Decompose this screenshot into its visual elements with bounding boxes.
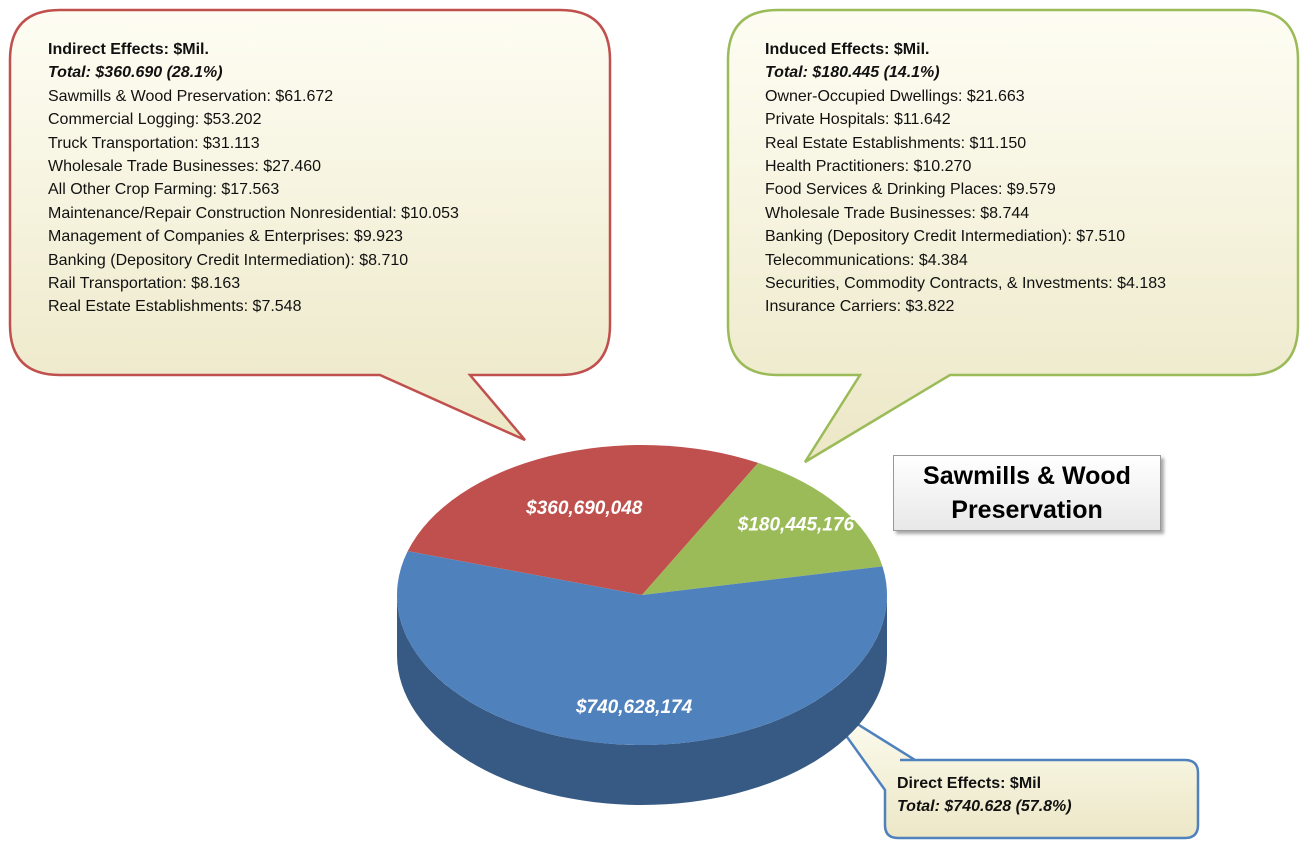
callout-item: Rail Transportation: $8.163 (48, 275, 241, 293)
callout-heading: Induced Effects: $Mil. (765, 41, 930, 58)
pie: $360,690,048 $180,445,176 $740,628,174 (396, 444, 887, 805)
callout-text: Indirect Effects: $Mil. Total: $360.690 (… (48, 38, 459, 319)
callout-item: Private Hospitals: $11.642 (765, 111, 951, 129)
callout-item: Securities, Commodity Contracts, & Inves… (765, 275, 1167, 293)
callout-item: Wholesale Trade Businesses: $27.460 (48, 158, 322, 176)
callout-item: All Other Crop Farming: $17.563 (48, 181, 280, 199)
callout-item: Truck Transportation: $31.113 (48, 134, 260, 152)
chart-title: Sawmills & Wood Preservation (893, 455, 1161, 531)
callout-item: Banking (Depository Credit Intermediatio… (765, 228, 1126, 246)
callout-text: Direct Effects: $Mil Total: $740.628 (57.… (897, 772, 1072, 819)
callout-item: Insurance Carriers: $3.822 (765, 298, 955, 316)
data-label: $740,628,174 (575, 697, 693, 718)
callout-item: Real Estate Establishments: $11.150 (765, 134, 1027, 152)
callout-item: Owner-Occupied Dwellings: $21.663 (765, 87, 1025, 105)
callout-item: Wholesale Trade Businesses: $8.744 (765, 204, 1030, 222)
data-label: $180,445,176 (737, 515, 855, 536)
callout-item: Health Practitioners: $10.270 (765, 158, 972, 176)
callout-heading: Direct Effects: $Mil (897, 775, 1042, 792)
callout-item: Food Services & Drinking Places: $9.579 (765, 181, 1056, 199)
callout-item: Real Estate Establishments: $7.548 (48, 298, 302, 316)
callout-bubble (820, 700, 1200, 840)
callout-item: Commercial Logging: $53.202 (48, 111, 262, 129)
pie-side (397, 595, 887, 805)
callout-item: Maintenance/Repair Construction Nonresid… (48, 204, 459, 222)
callout-total: Total: $360.690 (28.1%) (48, 64, 223, 82)
pie-slice (642, 462, 883, 595)
callout-item: Telecommunications: $4.384 (765, 251, 968, 269)
callout-item: Sawmills & Wood Preservation: $61.672 (48, 87, 334, 105)
callout-item: Management of Companies & Enterprises: $… (48, 228, 403, 246)
pie-slice (396, 551, 887, 746)
callout-heading: Indirect Effects: $Mil. (48, 41, 209, 58)
callout-bubble (8, 8, 612, 442)
callout-total: Total: $180.445 (14.1%) (765, 64, 940, 82)
data-label: $360,690,048 (525, 498, 643, 519)
callout-total: Total: $740.628 (57.8%) (897, 798, 1072, 816)
callout-bubble (726, 8, 1300, 464)
callout-text: Induced Effects: $Mil. Total: $180.445 (1… (765, 38, 1166, 319)
callout-item: Banking (Depository Credit Intermediatio… (48, 251, 409, 269)
pie-slice (407, 444, 759, 595)
